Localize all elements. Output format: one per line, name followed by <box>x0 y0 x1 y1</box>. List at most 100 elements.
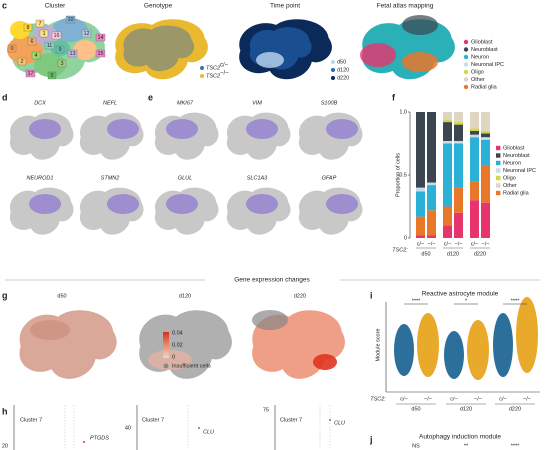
timepoint-umap <box>239 19 332 80</box>
x-tick-label: −/− <box>523 396 531 402</box>
fetal-umap <box>360 15 455 80</box>
gene-label: GFAP <box>322 175 337 181</box>
bar-segment <box>427 210 436 236</box>
legend-swatch <box>463 77 469 82</box>
legend-label: Neuroblast <box>471 47 498 53</box>
bar-segment <box>470 112 479 129</box>
bar-segment <box>470 134 479 138</box>
bar-segment <box>481 164 490 203</box>
cluster-label: 11 <box>47 43 53 49</box>
cluster-label: 5 <box>50 73 53 79</box>
gene-label: STMN2 <box>101 175 120 181</box>
gene-label: S100B <box>321 100 338 106</box>
x-tick-label: −/− <box>428 241 436 247</box>
group-tick-label: d50 <box>421 251 430 257</box>
bar-segment <box>481 202 490 238</box>
x-tick-label: c/− <box>444 241 452 247</box>
legend-swatch <box>496 168 501 173</box>
legend-swatch <box>331 60 335 64</box>
cluster-label: 16 <box>53 33 59 39</box>
bar-segment <box>416 112 425 188</box>
legend-swatch <box>463 39 469 45</box>
legend-swatch <box>496 183 501 188</box>
panel-letter: g <box>2 290 8 300</box>
bar-segment <box>443 122 452 141</box>
expression-patch <box>107 194 139 214</box>
legend-swatch <box>496 175 501 181</box>
bar-segment <box>443 225 452 238</box>
bar-segment <box>427 185 436 211</box>
legend-label: Neuroblast <box>503 153 530 159</box>
cluster-label: 12 <box>83 31 89 37</box>
tick-label: 20 <box>2 443 8 449</box>
panel-title: d120 <box>179 293 191 299</box>
cluster-label: 9 <box>58 47 61 53</box>
cluster-label: 10 <box>67 17 73 23</box>
bar-segment <box>454 122 463 125</box>
legend-label: TSC2 <box>206 65 220 71</box>
expression-umap <box>19 310 117 379</box>
expression-patch <box>166 194 198 214</box>
panel-title: Cluster <box>45 3 66 10</box>
legend-label: Glioblast <box>503 145 525 151</box>
legend-swatch <box>496 145 501 151</box>
legend-swatch <box>496 190 501 196</box>
legend-label: Radial glia <box>471 84 498 90</box>
y-axis-label: Module score <box>375 328 381 361</box>
cluster-label: 0 <box>10 46 13 52</box>
bar-segment <box>427 182 436 186</box>
bar-segment <box>416 191 425 217</box>
bar-segment <box>454 187 463 213</box>
tick-label: 40 <box>125 425 131 431</box>
x-tick-label: c/− <box>400 396 408 402</box>
panel-letter: e <box>148 92 153 102</box>
x-tick-label: c/− <box>471 241 479 247</box>
group-tick-label: d220 <box>509 406 521 412</box>
legend-label: Oligo <box>503 175 516 181</box>
bar-segment <box>416 235 425 238</box>
colorbar <box>163 332 169 358</box>
panel-letter: c <box>2 0 7 10</box>
bar-segment <box>481 139 490 165</box>
bar-segment <box>427 235 436 238</box>
expression-patch <box>29 194 61 214</box>
legend-label: c/− <box>220 63 229 69</box>
x-tick-label: −/− <box>474 396 482 402</box>
cluster-label: 1 <box>42 31 45 37</box>
x-tick-label: c/− <box>499 396 507 402</box>
x-tick-label: −/− <box>424 396 432 402</box>
expression-patch <box>326 194 358 214</box>
legend-label: Neuronal IPC <box>503 168 536 174</box>
significance: * <box>465 298 468 304</box>
cluster-label: 13 <box>69 51 75 57</box>
panel-title: Genotype <box>144 3 173 10</box>
plot-title: Cluster 7 <box>280 417 302 423</box>
na-label: Insufficient cells <box>172 363 211 369</box>
cluster-label: 15 <box>97 51 103 57</box>
x-tick-label: c/− <box>417 241 425 247</box>
cluster-label: 6 <box>30 39 33 45</box>
group-label: TSC2: <box>392 247 408 253</box>
expression-patch <box>107 119 139 139</box>
tick-label: 75 <box>263 407 269 413</box>
y-tick-label: 1.0 <box>399 109 407 115</box>
group-tick-label: d220 <box>474 251 486 257</box>
legend-label: Other <box>503 183 517 189</box>
cluster-labels: 0 1 2 3 4 5 6 7 8 9 10 11 12 13 14 15 16… <box>7 15 106 80</box>
colorbar-label: 0 <box>172 354 175 360</box>
bar-segment <box>443 119 452 123</box>
legend-label: d220 <box>337 75 349 81</box>
expression-patch <box>246 194 278 214</box>
bar-segment <box>416 216 425 236</box>
bar-segment <box>443 206 452 226</box>
significance: **** <box>511 298 520 304</box>
panel-title: d50 <box>57 293 66 299</box>
bar-segment <box>481 133 490 138</box>
section-title: Gene expression changes <box>234 277 310 284</box>
gene-label: NEUROD1 <box>27 175 54 181</box>
bar-segment <box>454 140 463 144</box>
plot-title: Cluster 7 <box>142 417 164 423</box>
panel-title: Reactive astrocyte module <box>422 291 499 298</box>
legend-swatch <box>496 153 501 158</box>
